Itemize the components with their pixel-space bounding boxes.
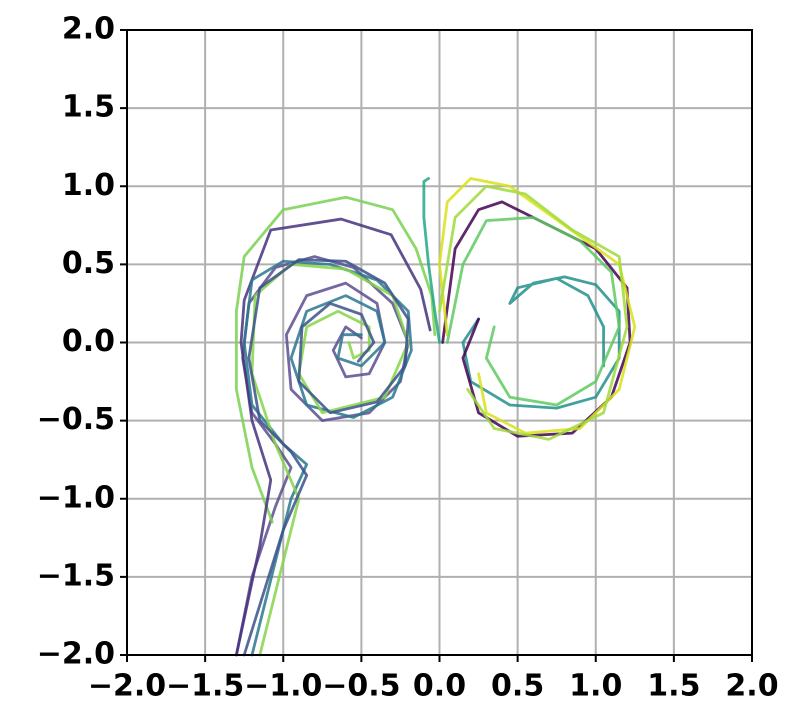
ticks: −2.0 −1.5 −1.0 −0.5 0.0 0.5 1.0 1.5 2.0−2.0−1.5−… (37, 12, 779, 704)
y-tick-label: −1.5 (37, 558, 115, 593)
x-tick-label: −0.5 (322, 669, 400, 704)
x-tick-label: 1.5 (647, 669, 700, 704)
trajectory (234, 195, 437, 524)
trajectory (250, 262, 410, 657)
trajectory (242, 258, 410, 657)
trajectory (242, 259, 413, 657)
trajectory (438, 184, 629, 441)
y-tick-label: 2.0 (62, 12, 115, 47)
y-tick-label: 0.5 (62, 246, 115, 281)
y-tick-label: 0.0 (62, 324, 115, 359)
trajectory (445, 216, 621, 407)
trajectory (234, 217, 432, 657)
x-tick-label: 0.0 (413, 669, 466, 704)
x-tick-label: −1.5 (166, 669, 244, 704)
x-tick-label: −1.0 (244, 669, 322, 704)
x-tick-label: 1.0 (569, 669, 622, 704)
trajectory (438, 177, 637, 435)
x-tick-label: 0.5 (491, 669, 544, 704)
y-tick-label: −2.0 (37, 637, 115, 672)
trajectory (234, 255, 410, 657)
trajectory (422, 177, 441, 344)
y-tick-label: 1.0 (62, 168, 115, 203)
y-tick-label: 1.5 (62, 90, 115, 125)
x-tick-label: 2.0 (725, 669, 778, 704)
x-tick-label: −2.0 (88, 669, 166, 704)
trajectory (461, 275, 621, 410)
y-tick-label: −1.0 (37, 480, 115, 515)
y-tick-label: −0.5 (37, 402, 115, 437)
trajectories (234, 177, 637, 657)
